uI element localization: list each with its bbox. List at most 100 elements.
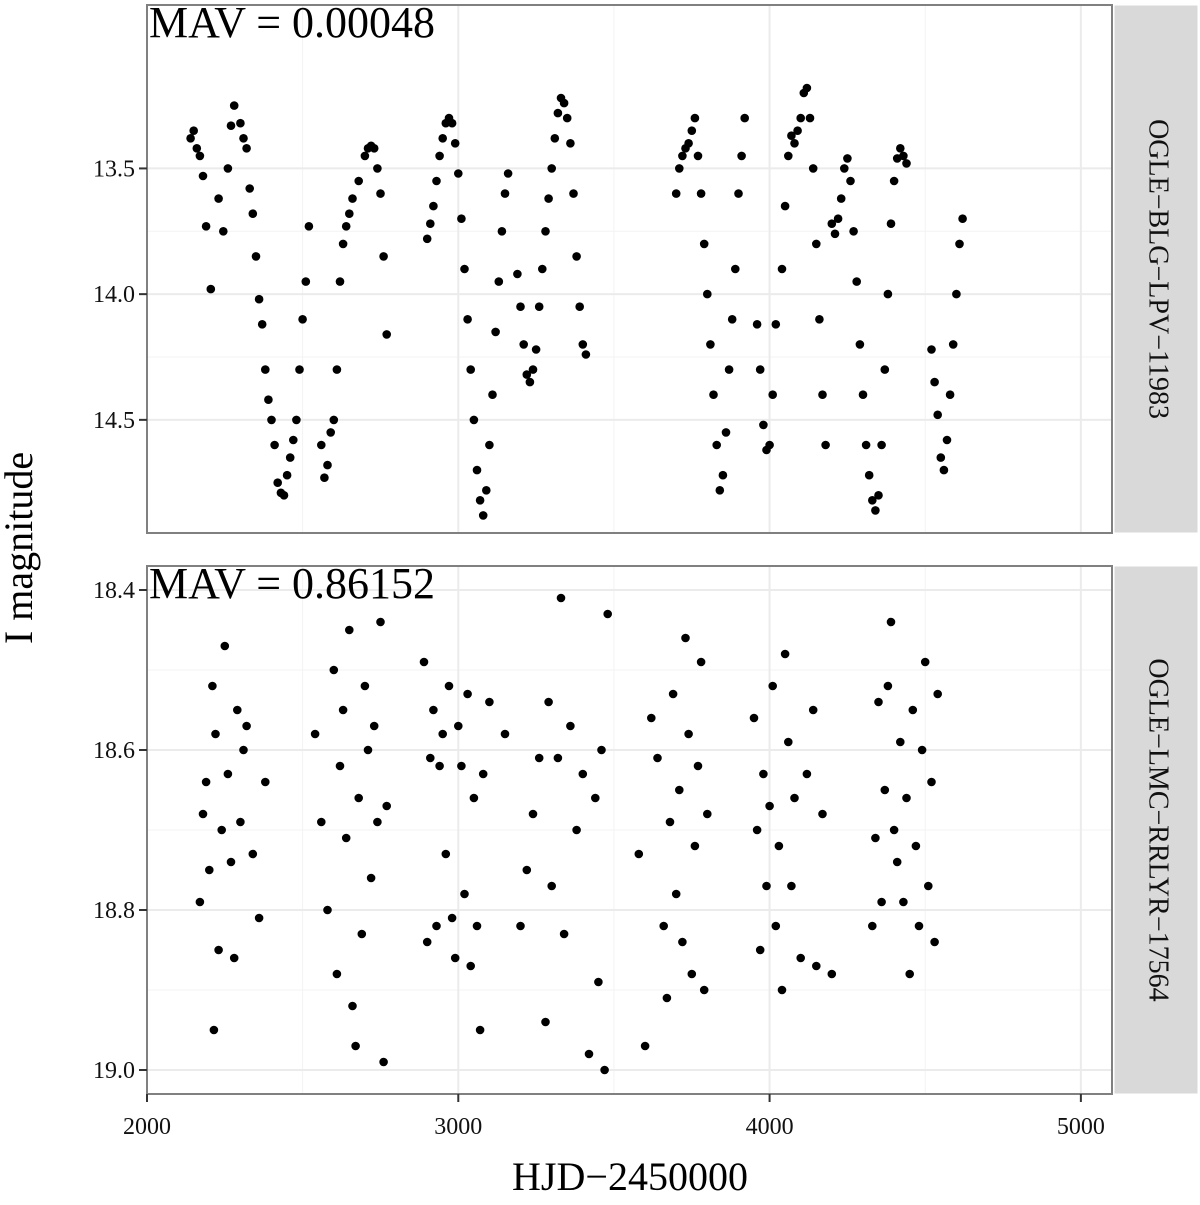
- data-point: [920, 657, 930, 667]
- data-point: [544, 194, 553, 203]
- data-point: [930, 377, 939, 387]
- data-point: [584, 1049, 594, 1059]
- data-point: [208, 681, 217, 691]
- data-point: [818, 809, 827, 819]
- data-point: [341, 833, 351, 843]
- data-point: [351, 1041, 360, 1051]
- data-point: [569, 189, 578, 198]
- data-point: [665, 817, 675, 827]
- x-tick-label: 4000: [746, 1114, 794, 1140]
- data-point: [917, 745, 927, 755]
- data-point: [264, 395, 273, 405]
- data-point: [690, 113, 700, 123]
- data-point: [376, 617, 385, 627]
- data-point: [696, 189, 706, 198]
- data-point: [454, 169, 463, 178]
- data-point: [777, 985, 787, 995]
- data-point: [441, 849, 451, 859]
- data-point: [699, 239, 709, 249]
- data-point: [422, 234, 432, 244]
- data-point: [905, 969, 914, 979]
- data-point: [752, 320, 762, 329]
- data-point: [693, 151, 703, 161]
- data-point: [793, 126, 802, 135]
- data-point: [600, 1065, 609, 1075]
- data-point: [787, 881, 796, 891]
- data-point: [871, 833, 880, 843]
- data-point: [363, 745, 373, 755]
- panel-border: [146, 565, 1113, 1095]
- data-point: [562, 113, 572, 123]
- data-point: [435, 761, 444, 771]
- y-axis-title: I magnitude: [0, 452, 41, 644]
- data-point: [248, 209, 258, 218]
- data-point: [357, 929, 367, 939]
- data-point: [553, 753, 563, 763]
- data-point: [494, 277, 504, 286]
- data-point: [892, 857, 902, 867]
- data-point: [833, 214, 843, 223]
- data-point: [948, 340, 958, 349]
- data-point: [500, 189, 510, 198]
- data-point: [896, 144, 905, 153]
- data-point: [902, 159, 911, 168]
- data-point: [435, 151, 444, 161]
- data-point: [930, 937, 939, 947]
- data-point: [242, 144, 251, 153]
- data-point: [889, 825, 899, 835]
- data-point: [534, 753, 544, 763]
- data-point: [883, 681, 893, 691]
- data-point: [675, 164, 684, 173]
- panel-2: 18.4 18.6 18.8 19.0 OGLE−LMC−RRLYR−17564 MAV …: [93, 559, 1199, 1095]
- data-point: [354, 793, 364, 803]
- data-point: [478, 769, 488, 779]
- data-point: [444, 681, 454, 691]
- data-point: [500, 729, 510, 739]
- data-point: [843, 154, 852, 163]
- data-point: [426, 753, 435, 763]
- data-point: [724, 365, 734, 374]
- data-point: [808, 164, 818, 173]
- data-point: [329, 415, 339, 425]
- data-point: [861, 440, 871, 450]
- data-point: [671, 189, 681, 198]
- data-point: [896, 737, 905, 747]
- data-point: [899, 151, 908, 161]
- data-point: [373, 164, 382, 173]
- data-point: [525, 377, 535, 387]
- data-point: [472, 465, 482, 475]
- data-point: [519, 340, 528, 349]
- data-point: [640, 1041, 650, 1051]
- data-point: [734, 189, 743, 198]
- data-point: [715, 486, 725, 495]
- data-point: [285, 453, 295, 462]
- data-point: [251, 252, 261, 261]
- data-point: [821, 440, 830, 450]
- data-point: [671, 889, 681, 899]
- data-point: [478, 511, 488, 520]
- data-point: [366, 873, 376, 883]
- data-point: [678, 937, 687, 947]
- data-point: [289, 435, 298, 445]
- data-point: [323, 460, 332, 470]
- data-point: [675, 785, 684, 795]
- data-point: [874, 697, 883, 707]
- data-point: [369, 721, 379, 731]
- data-point: [273, 478, 283, 488]
- data-point: [236, 817, 245, 827]
- mav-annotation: MAV = 0.00048: [149, 0, 435, 47]
- data-point: [759, 769, 768, 779]
- data-point: [438, 729, 448, 739]
- data-point: [572, 252, 581, 261]
- data-point: [868, 496, 877, 505]
- data-point: [808, 705, 818, 715]
- data-point: [647, 713, 656, 723]
- data-point: [192, 144, 202, 153]
- data-point: [566, 721, 575, 731]
- data-point: [460, 264, 469, 274]
- data-point: [712, 440, 721, 450]
- plot-background: [147, 5, 1112, 533]
- data-point: [214, 945, 223, 955]
- data-point: [317, 817, 326, 827]
